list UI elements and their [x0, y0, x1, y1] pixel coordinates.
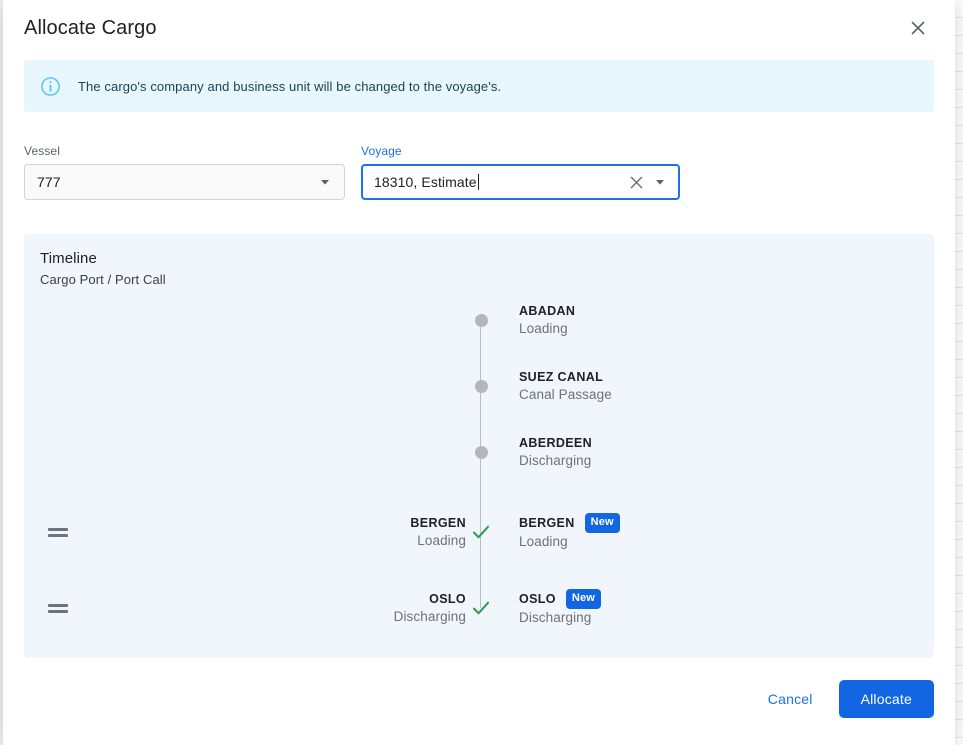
timeline-node-dot-icon — [468, 313, 494, 327]
port-call-cell: BERGEN New Loading — [519, 513, 819, 551]
timeline-row[interactable]: ABADAN Loading — [24, 298, 934, 342]
info-banner: The cargo's company and business unit wi… — [24, 60, 934, 112]
info-circle-icon — [40, 75, 62, 97]
vessel-field-group: Vessel 777 — [24, 144, 345, 200]
page-title: Allocate Cargo — [24, 16, 157, 39]
voyage-field-group: Voyage 18310, Estimate — [361, 144, 680, 200]
port-call-action: Discharging — [519, 452, 592, 468]
drag-handle-icon[interactable] — [48, 596, 72, 620]
port-call-cell: ABADAN Loading — [519, 303, 819, 338]
allocate-cargo-dialog: Allocate Cargo The cargo's company and b… — [3, 0, 955, 745]
timeline-subheading: Cargo Port / Port Call — [40, 272, 166, 287]
cargo-port-name: BERGEN — [410, 515, 466, 530]
port-call-name: ABERDEEN — [519, 435, 592, 450]
port-call-action: Discharging — [519, 610, 592, 625]
drag-handle-icon[interactable] — [48, 520, 72, 544]
port-call-cell: ABERDEEN Discharging — [519, 435, 819, 470]
vessel-label: Vessel — [24, 144, 60, 158]
timeline-node-dot-icon — [468, 379, 494, 393]
cargo-port-action: Loading — [417, 532, 466, 548]
port-call-action: Loading — [519, 534, 568, 549]
port-call-name: SUEZ CANAL — [519, 369, 604, 384]
text-cursor — [477, 174, 479, 190]
timeline-node-dot-icon — [468, 445, 494, 459]
timeline-row[interactable]: ABERDEEN Discharging — [24, 430, 934, 474]
chevron-down-icon[interactable] — [314, 169, 336, 195]
timeline-row[interactable]: SUEZ CANAL Canal Passage — [24, 364, 934, 408]
cancel-button[interactable]: Cancel — [752, 681, 829, 717]
vessel-select[interactable]: 777 — [24, 164, 345, 200]
info-banner-message: The cargo's company and business unit wi… — [78, 78, 502, 94]
dialog-body: The cargo's company and business unit wi… — [3, 56, 955, 665]
status-badge: New — [565, 589, 602, 609]
port-call-action: Loading — [519, 320, 568, 336]
cargo-port-action: Discharging — [393, 608, 466, 624]
chevron-down-icon[interactable] — [649, 169, 671, 195]
cargo-port-name: OSLO — [429, 591, 466, 606]
port-call-action: Canal Passage — [519, 386, 612, 402]
port-call-cell: OSLO New Discharging — [519, 589, 819, 627]
voyage-input[interactable]: 18310, Estimate — [361, 164, 680, 200]
allocate-button[interactable]: Allocate — [838, 680, 934, 718]
port-call-name: OSLO — [519, 591, 556, 606]
timeline-row[interactable]: BERGEN Loading BERGEN New Loading — [24, 510, 934, 554]
close-icon — [908, 18, 928, 38]
timeline-rows: ABADAN Loading SUEZ CANAL Canal Passage ABER… — [24, 286, 934, 658]
port-call-name: BERGEN — [519, 515, 575, 530]
voyage-label: Voyage — [361, 144, 402, 158]
timeline-connector-line — [480, 320, 481, 608]
voyage-value: 18310, Estimate — [374, 174, 479, 190]
form-row: Vessel 777 Voyage 18310, Estimate — [24, 144, 934, 200]
clear-voyage-icon[interactable] — [623, 169, 649, 195]
timeline-panel: Timeline Cargo Port / Port Call ABADAN Lo… — [24, 234, 934, 658]
close-dialog-button[interactable] — [903, 13, 933, 43]
status-badge: New — [584, 513, 620, 533]
background-content-sliver — [955, 0, 963, 745]
port-call-name: ABADAN — [519, 303, 576, 318]
timeline-node-check-icon — [468, 521, 494, 543]
timeline-heading: Timeline — [40, 250, 97, 267]
dialog-header: Allocate Cargo — [3, 0, 955, 56]
timeline-node-check-icon — [468, 597, 494, 619]
cargo-port-cell: BERGEN Loading — [204, 515, 466, 550]
timeline-row[interactable]: OSLO Discharging OSLO New Discharging — [24, 586, 934, 630]
port-call-cell: SUEZ CANAL Canal Passage — [519, 369, 819, 404]
cargo-port-cell: OSLO Discharging — [204, 591, 466, 626]
dialog-footer: Cancel Allocate — [3, 665, 955, 745]
vessel-value: 777 — [37, 174, 61, 190]
